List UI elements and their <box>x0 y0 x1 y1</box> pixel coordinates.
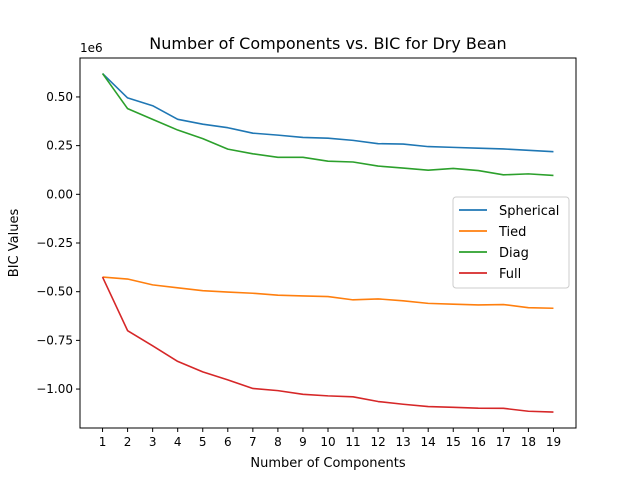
y-axis-label: BIC Values <box>7 209 22 278</box>
series-line-tied <box>102 276 554 310</box>
x-axis-label: Number of Components <box>250 456 405 471</box>
x-tick-label: 8 <box>274 435 282 449</box>
series-line-diag <box>101 73 554 177</box>
x-tick-label: 13 <box>396 435 411 449</box>
x-tick-label: 7 <box>249 435 257 449</box>
x-tick-label: 1 <box>99 435 107 449</box>
x-tick-label: 3 <box>149 435 157 449</box>
x-tick-label: 10 <box>320 435 335 449</box>
y-tick-label: 0.00 <box>46 187 73 201</box>
series-line-full <box>101 276 554 413</box>
y-tick-label: −1.00 <box>36 382 73 396</box>
series-layer <box>101 73 554 413</box>
legend-items: Spherical Tied Diag Full <box>459 204 559 282</box>
x-tick-label: 2 <box>124 435 132 449</box>
x-tick-label: 9 <box>299 435 307 449</box>
x-tick-label: 6 <box>224 435 232 449</box>
y-axis-ticks: 0.50 0.25 0.00 −0.25 −0.50 −0.75 −1.00 <box>36 90 80 396</box>
y-axis-offset-label: 1e6 <box>80 41 103 55</box>
x-tick-label: 17 <box>496 435 511 449</box>
x-axis-ticks: 1 2 3 4 5 6 7 8 9 10 11 12 13 14 15 16 17 18 19 <box>99 428 561 449</box>
x-tick-label: 11 <box>345 435 360 449</box>
x-tick-label: 18 <box>521 435 536 449</box>
y-tick-label: 0.25 <box>46 139 73 153</box>
y-tick-label: 0.50 <box>46 90 73 104</box>
x-tick-label: 12 <box>370 435 385 449</box>
y-tick-label: −0.50 <box>36 285 73 299</box>
x-tick-label: 4 <box>174 435 182 449</box>
y-tick-label: −0.75 <box>36 333 73 347</box>
x-tick-label: 14 <box>421 435 436 449</box>
series-line-spherical <box>101 73 554 153</box>
x-tick-label: 5 <box>199 435 207 449</box>
legend: Spherical Tied Diag Full <box>452 196 570 289</box>
x-tick-label: 16 <box>471 435 486 449</box>
legend-label-diag: Diag <box>499 246 529 261</box>
x-tick-label: 15 <box>446 435 461 449</box>
legend-label-full: Full <box>499 267 521 282</box>
chart-title: Number of Components vs. BIC for Dry Bea… <box>149 34 506 53</box>
legend-box <box>452 196 570 289</box>
x-tick-label: 19 <box>546 435 561 449</box>
y-tick-label: −0.25 <box>36 236 73 250</box>
legend-label-spherical: Spherical <box>499 204 559 219</box>
legend-label-tied: Tied <box>498 225 526 240</box>
